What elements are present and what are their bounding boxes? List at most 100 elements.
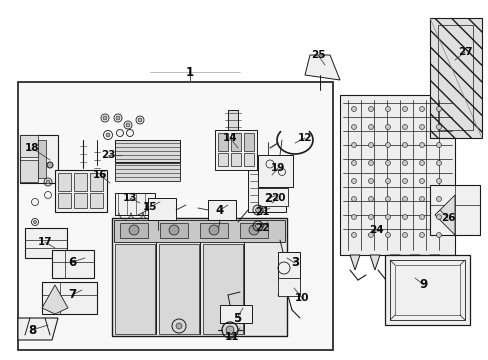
Bar bbox=[90, 173, 103, 191]
Circle shape bbox=[34, 220, 37, 224]
Polygon shape bbox=[434, 195, 454, 235]
Circle shape bbox=[368, 161, 373, 166]
Polygon shape bbox=[305, 55, 339, 80]
Circle shape bbox=[169, 225, 179, 235]
Text: 6: 6 bbox=[68, 256, 76, 269]
Circle shape bbox=[436, 125, 441, 130]
Bar bbox=[74, 173, 87, 191]
Text: 17: 17 bbox=[38, 237, 52, 247]
Circle shape bbox=[368, 143, 373, 148]
Text: 7: 7 bbox=[68, 288, 76, 302]
Circle shape bbox=[368, 107, 373, 112]
Circle shape bbox=[402, 143, 407, 148]
Bar bbox=[58, 193, 71, 208]
Text: 15: 15 bbox=[142, 202, 157, 212]
Circle shape bbox=[402, 125, 407, 130]
Text: 19: 19 bbox=[270, 163, 285, 173]
Bar bbox=[384, 255, 469, 325]
Circle shape bbox=[402, 215, 407, 220]
Bar bbox=[112, 218, 286, 336]
Polygon shape bbox=[369, 255, 379, 270]
Circle shape bbox=[385, 233, 390, 238]
Bar bbox=[437, 25, 472, 130]
Circle shape bbox=[436, 143, 441, 148]
Bar bbox=[227, 110, 238, 155]
Circle shape bbox=[351, 107, 356, 112]
Circle shape bbox=[138, 118, 142, 122]
Text: 27: 27 bbox=[457, 47, 471, 57]
Bar bbox=[58, 173, 71, 191]
Text: 16: 16 bbox=[93, 170, 107, 180]
Circle shape bbox=[419, 179, 424, 184]
Text: 9: 9 bbox=[419, 279, 427, 292]
Bar bbox=[74, 193, 87, 208]
Circle shape bbox=[402, 197, 407, 202]
Circle shape bbox=[402, 233, 407, 238]
Bar bbox=[159, 244, 199, 334]
Circle shape bbox=[419, 143, 424, 148]
Circle shape bbox=[385, 197, 390, 202]
Bar bbox=[42, 282, 97, 314]
Bar bbox=[20, 160, 38, 182]
Circle shape bbox=[419, 107, 424, 112]
Circle shape bbox=[368, 233, 373, 238]
Circle shape bbox=[103, 116, 107, 120]
Circle shape bbox=[385, 161, 390, 166]
Text: 8: 8 bbox=[28, 324, 36, 337]
Circle shape bbox=[351, 143, 356, 148]
Circle shape bbox=[385, 107, 390, 112]
Bar bbox=[203, 244, 243, 334]
Bar bbox=[160, 223, 187, 238]
Bar bbox=[115, 193, 155, 215]
Text: 14: 14 bbox=[222, 133, 237, 143]
Circle shape bbox=[248, 225, 259, 235]
Bar bbox=[52, 250, 94, 278]
Bar bbox=[230, 153, 241, 166]
Circle shape bbox=[368, 197, 373, 202]
Bar bbox=[394, 265, 459, 315]
Polygon shape bbox=[389, 255, 399, 270]
Bar bbox=[230, 133, 241, 151]
Bar bbox=[258, 155, 292, 187]
Text: 23: 23 bbox=[101, 150, 115, 160]
Text: 2: 2 bbox=[264, 192, 271, 204]
Circle shape bbox=[351, 161, 356, 166]
Bar bbox=[20, 135, 38, 157]
Bar bbox=[207, 200, 236, 220]
Polygon shape bbox=[409, 255, 419, 270]
Bar bbox=[339, 95, 454, 255]
Bar bbox=[244, 133, 253, 151]
Bar bbox=[258, 188, 287, 206]
Circle shape bbox=[385, 143, 390, 148]
Circle shape bbox=[385, 179, 390, 184]
Circle shape bbox=[351, 215, 356, 220]
Circle shape bbox=[126, 123, 130, 127]
Bar bbox=[25, 228, 67, 258]
Circle shape bbox=[385, 215, 390, 220]
Circle shape bbox=[255, 224, 260, 229]
Bar bbox=[115, 140, 180, 162]
Text: 10: 10 bbox=[294, 293, 308, 303]
Circle shape bbox=[225, 326, 234, 334]
Bar bbox=[218, 153, 227, 166]
Circle shape bbox=[419, 161, 424, 166]
Circle shape bbox=[436, 179, 441, 184]
Polygon shape bbox=[18, 318, 58, 340]
Circle shape bbox=[436, 161, 441, 166]
Bar bbox=[278, 278, 299, 296]
Circle shape bbox=[46, 180, 50, 184]
Bar bbox=[115, 244, 155, 334]
Text: 5: 5 bbox=[232, 311, 241, 324]
Circle shape bbox=[255, 207, 260, 212]
Circle shape bbox=[402, 107, 407, 112]
Polygon shape bbox=[42, 285, 68, 314]
Bar bbox=[247, 170, 285, 212]
Bar bbox=[120, 223, 148, 238]
Circle shape bbox=[106, 133, 110, 137]
Text: 22: 22 bbox=[254, 223, 269, 233]
Bar bbox=[55, 170, 107, 212]
Text: 26: 26 bbox=[440, 213, 454, 223]
Polygon shape bbox=[429, 255, 439, 270]
Circle shape bbox=[402, 161, 407, 166]
Bar bbox=[90, 193, 103, 208]
